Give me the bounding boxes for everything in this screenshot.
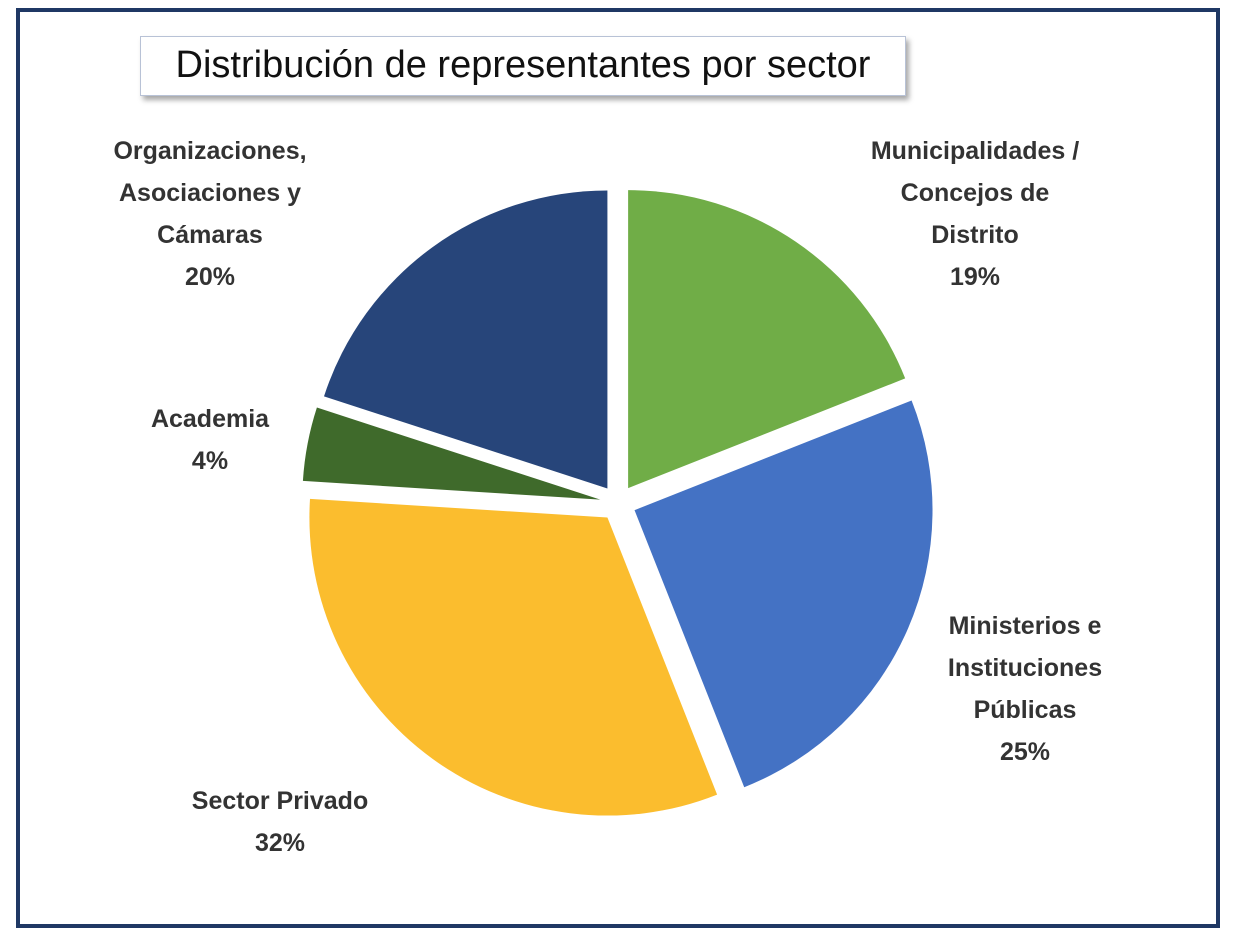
category-label: Academia xyxy=(150,405,270,433)
chart-title: Distribución de representantes por secto… xyxy=(140,36,906,96)
page: Distribución de representantes por secto… xyxy=(16,8,1220,928)
pie-slice xyxy=(634,400,933,788)
value-label: 19% xyxy=(949,263,1001,291)
slice-label: Ministerios e Instituciones Públicas 25% xyxy=(905,605,1145,773)
slice-label: Sector Privado 32% xyxy=(160,780,400,864)
chart xyxy=(302,190,933,816)
value-label: 4% xyxy=(191,447,229,475)
value-label: 32% xyxy=(254,829,306,857)
category-label: Ministerios e Instituciones Públicas xyxy=(947,612,1103,724)
category-label: Organizaciones, Asociaciones y Cámaras xyxy=(113,137,307,249)
pie-slice xyxy=(324,190,608,489)
pie-slice xyxy=(302,407,601,500)
pie-slice xyxy=(628,190,906,489)
value-label: 25% xyxy=(999,738,1051,766)
slice-label: Municipalidades / Concejos de Distrito 19… xyxy=(855,130,1095,298)
pie-slice xyxy=(309,498,718,816)
value-label: 20% xyxy=(184,263,236,291)
slice-label: Organizaciones, Asociaciones y Cámaras 20… xyxy=(90,130,330,298)
slice-label: Academia 4% xyxy=(90,398,330,482)
category-label: Sector Privado xyxy=(191,787,369,815)
category-label: Municipalidades / Concejos de Distrito xyxy=(870,137,1080,249)
